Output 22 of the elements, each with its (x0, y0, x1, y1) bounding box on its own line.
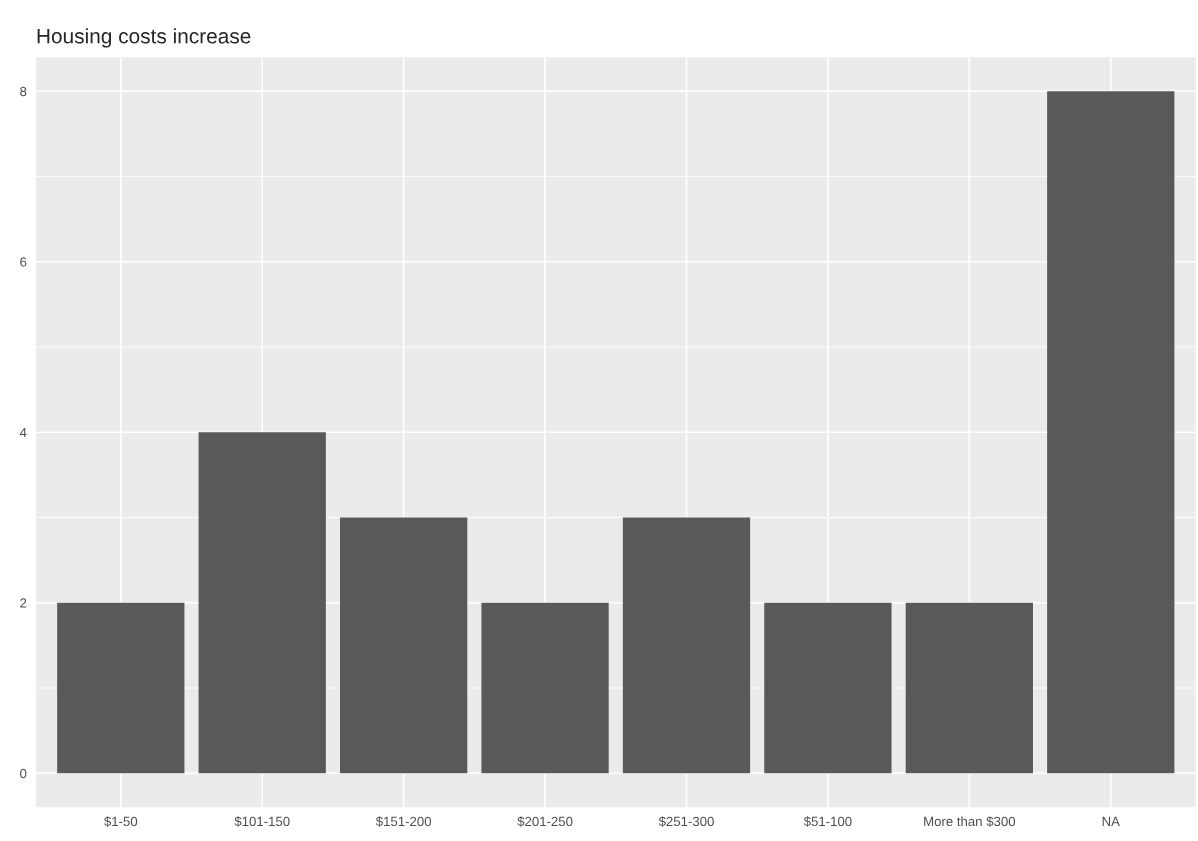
x-tick-label: $1-50 (104, 816, 138, 827)
x-tick-label: $201-250 (517, 816, 573, 827)
bar (905, 602, 1033, 774)
bar (1047, 91, 1175, 774)
y-tick-label: 4 (19, 427, 27, 438)
y-tick-label: 8 (20, 86, 27, 97)
x-tick-label: $51-100 (803, 816, 852, 827)
x-tick-label: $101-150 (234, 816, 290, 827)
bar (622, 517, 751, 774)
bar (340, 517, 468, 774)
x-tick-label: $151-200 (375, 816, 432, 827)
bar (481, 602, 609, 774)
y-tick-label: 0 (20, 768, 27, 779)
x-tick-label: More than $300 (924, 816, 1016, 827)
chart-title: Housing costs increase (37, 28, 251, 48)
x-tick-label: NA (1102, 816, 1120, 826)
bar (764, 602, 892, 774)
bar (57, 602, 185, 774)
x-tick-label: $251-300 (658, 816, 714, 827)
y-tick-label: 2 (20, 598, 27, 608)
y-tick-label: 6 (20, 257, 27, 267)
bar (198, 432, 326, 774)
